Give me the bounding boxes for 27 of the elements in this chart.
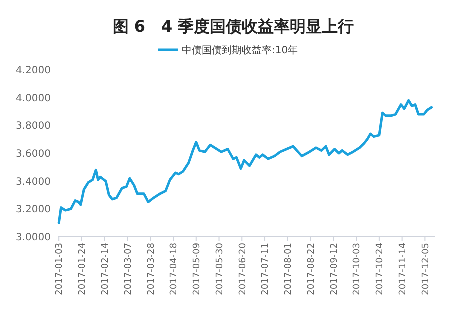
x-tick-label: 2017-11-14 bbox=[398, 242, 408, 296]
x-tick-label: 2017-03-07 bbox=[124, 243, 134, 296]
x-tick-label: 2017-04-18 bbox=[170, 242, 180, 296]
x-tick-label: 2017-12-05 bbox=[421, 243, 432, 296]
chart-title: 图 6 4 季度国债收益率明显上行 bbox=[112, 17, 354, 36]
x-tick-label: 2017-07-11 bbox=[261, 243, 272, 296]
y-tick-label: 3.6000 bbox=[16, 149, 51, 160]
x-tick-label: 2017-05-30 bbox=[215, 242, 226, 296]
y-tick-label: 4.2000 bbox=[16, 66, 51, 76]
x-tick-label: 2017-08-01 bbox=[284, 243, 294, 296]
x-tick-label: 2017-10-24 bbox=[376, 242, 386, 296]
x-tick-label: 2017-06-20 bbox=[238, 242, 248, 296]
y-tick-label: 3.8000 bbox=[16, 121, 51, 132]
x-tick-label: 2017-02-14 bbox=[101, 242, 112, 296]
y-tick-label: 3.4000 bbox=[16, 176, 51, 188]
legend-label: 中债国债到期收益率:10年 bbox=[182, 44, 298, 56]
x-tick-label: 2017-08-22 bbox=[306, 243, 317, 296]
x-tick-label: 2017-05-09 bbox=[192, 242, 203, 296]
line-series bbox=[58, 99, 433, 224]
x-tick-label: 2017-01-24 bbox=[78, 242, 88, 296]
x-tick-label: 2017-03-28 bbox=[146, 242, 157, 296]
y-tick-label: 3.0000 bbox=[16, 232, 51, 244]
y-tick-label: 3.2000 bbox=[16, 204, 51, 216]
x-tick-label: 2017-10-03 bbox=[352, 243, 363, 296]
x-tick-label: 2017-09-12 bbox=[330, 243, 340, 296]
y-tick-label: 4.0000 bbox=[16, 93, 51, 104]
x-tick-label: 2017-01-03 bbox=[55, 243, 66, 296]
